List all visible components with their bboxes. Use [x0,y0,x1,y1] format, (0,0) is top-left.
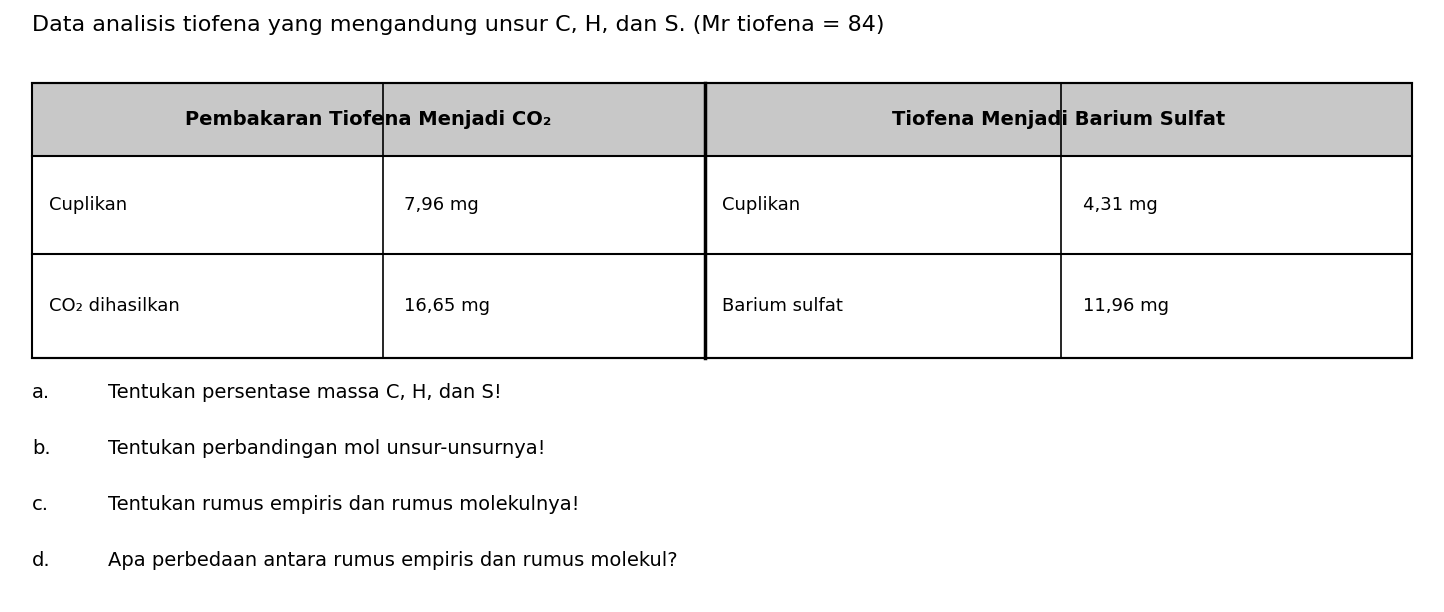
Text: Pembakaran Tiofena Menjadi CO₂: Pembakaran Tiofena Menjadi CO₂ [185,110,552,129]
Text: 4,31 mg: 4,31 mg [1083,196,1158,214]
Text: Tiofena Menjadi Barium Sulfat: Tiofena Menjadi Barium Sulfat [892,110,1225,129]
Text: Tentukan rumus empiris dan rumus molekulnya!: Tentukan rumus empiris dan rumus molekul… [108,495,580,514]
Text: Tentukan persentase massa C, H, dan S!: Tentukan persentase massa C, H, dan S! [108,382,503,401]
Text: Tentukan perbandingan mol unsur-unsurnya!: Tentukan perbandingan mol unsur-unsurnya… [108,439,546,458]
Text: Cuplikan: Cuplikan [722,196,800,214]
Text: Data analisis tiofena yang mengandung unsur C, H, dan S. (Mr tiofena = 84): Data analisis tiofena yang mengandung un… [32,15,884,35]
Text: a.: a. [32,382,51,401]
Text: 7,96 mg: 7,96 mg [404,196,479,214]
Text: d.: d. [32,551,51,570]
Text: 16,65 mg: 16,65 mg [404,297,491,315]
Text: Barium sulfat: Barium sulfat [722,297,843,315]
Text: Apa perbedaan antara rumus empiris dan rumus molekul?: Apa perbedaan antara rumus empiris dan r… [108,551,677,570]
Text: 11,96 mg: 11,96 mg [1083,297,1170,315]
Text: c.: c. [32,495,49,514]
Text: b.: b. [32,439,51,458]
Text: Cuplikan: Cuplikan [49,196,127,214]
Text: CO₂ dihasilkan: CO₂ dihasilkan [49,297,180,315]
